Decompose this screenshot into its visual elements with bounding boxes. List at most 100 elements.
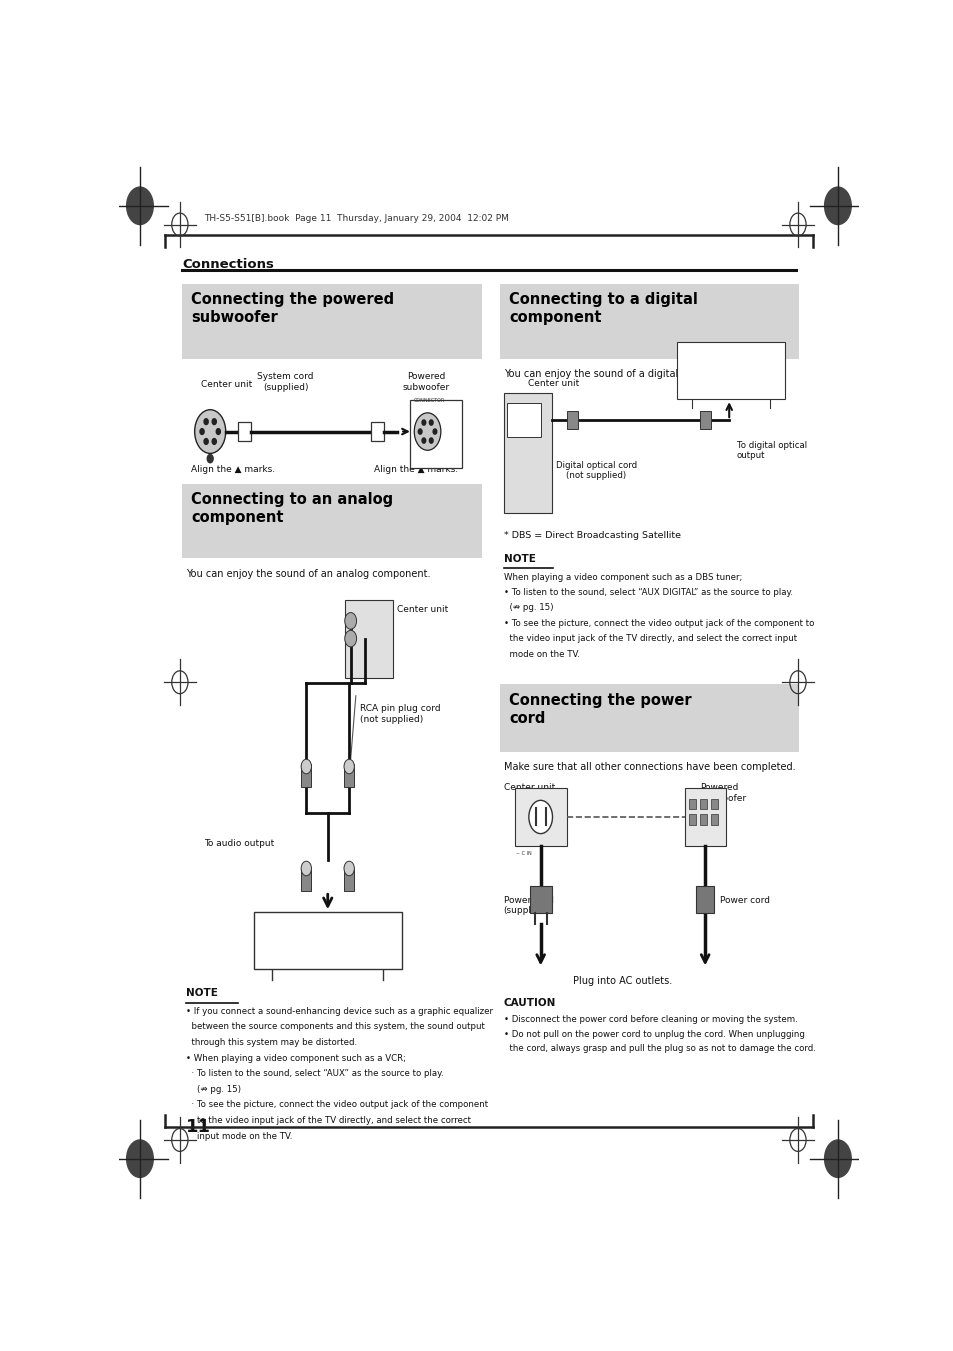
- Text: DIGITAL
IN: DIGITAL IN: [505, 450, 522, 459]
- Text: CONNECTOR: CONNECTOR: [413, 399, 444, 403]
- Text: You can enjoy the sound of a digital component.: You can enjoy the sound of a digital com…: [503, 369, 739, 380]
- Circle shape: [301, 861, 311, 875]
- Circle shape: [429, 438, 433, 443]
- Text: System cord
(supplied): System cord (supplied): [257, 373, 314, 392]
- Bar: [499, 284, 799, 359]
- Text: mode on the TV.: mode on the TV.: [503, 650, 579, 659]
- Bar: [237, 422, 251, 440]
- Text: When playing a video component such as a DBS tuner;: When playing a video component such as a…: [503, 573, 741, 582]
- Text: • If you connect a sound-enhancing device such as a graphic equalizer: • If you connect a sound-enhancing devic…: [186, 1006, 493, 1016]
- Text: CAUTION: CAUTION: [503, 998, 556, 1008]
- Text: Powered
subwoofer: Powered subwoofer: [699, 784, 746, 802]
- Circle shape: [414, 413, 440, 450]
- Text: to the video input jack of the TV directly, and select the correct: to the video input jack of the TV direct…: [186, 1116, 470, 1125]
- Text: NOTE: NOTE: [503, 554, 535, 565]
- Text: To digital optical
output: To digital optical output: [736, 440, 806, 461]
- Circle shape: [127, 186, 153, 224]
- Text: Make sure that all other connections have been completed.: Make sure that all other connections hav…: [503, 762, 795, 773]
- Bar: [566, 411, 578, 430]
- Bar: [503, 393, 551, 512]
- Text: · To see the picture, connect the video output jack of the component: · To see the picture, connect the video …: [186, 1101, 487, 1109]
- Text: the cord, always grasp and pull the plug so as not to damage the cord.: the cord, always grasp and pull the plug…: [503, 1044, 815, 1054]
- Bar: [710, 798, 718, 809]
- Text: LEFT: LEFT: [357, 611, 369, 616]
- Bar: [301, 765, 311, 788]
- Text: NOTE: NOTE: [186, 988, 217, 998]
- Bar: [182, 484, 481, 558]
- Bar: [370, 422, 383, 440]
- Text: • Disconnect the power cord before cleaning or moving the system.: • Disconnect the power cord before clean…: [503, 1015, 797, 1024]
- Text: TH-S5-S51[B].book  Page 11  Thursday, January 29, 2004  12:02 PM: TH-S5-S51[B].book Page 11 Thursday, Janu…: [204, 213, 509, 223]
- Bar: [696, 886, 713, 913]
- Bar: [499, 685, 799, 753]
- Bar: [699, 798, 706, 809]
- Circle shape: [212, 439, 216, 444]
- Text: Connections: Connections: [182, 258, 274, 270]
- Text: 11: 11: [186, 1119, 211, 1136]
- Text: Connecting to a digital
component: Connecting to a digital component: [508, 292, 697, 326]
- Circle shape: [421, 438, 425, 443]
- Text: OPTICAL: OPTICAL: [505, 401, 523, 405]
- Bar: [344, 600, 393, 678]
- Circle shape: [204, 439, 208, 444]
- Text: Center unit: Center unit: [200, 380, 252, 389]
- Circle shape: [127, 1140, 153, 1178]
- Text: Center unit: Center unit: [527, 378, 578, 388]
- Text: To audio output: To audio output: [204, 839, 274, 848]
- Circle shape: [194, 409, 226, 454]
- Text: Power cord: Power cord: [720, 896, 769, 905]
- Bar: [515, 789, 566, 846]
- Text: Powered
subwoofer: Powered subwoofer: [402, 373, 449, 392]
- Bar: [677, 342, 783, 400]
- Circle shape: [417, 430, 421, 434]
- Text: · To listen to the sound, select “AUX” as the source to play.: · To listen to the sound, select “AUX” a…: [186, 1069, 443, 1078]
- Text: • When playing a video component such as a VCR;: • When playing a video component such as…: [186, 1054, 405, 1063]
- Circle shape: [204, 419, 208, 424]
- Text: Plug into AC outlets.: Plug into AC outlets.: [573, 975, 672, 986]
- Text: through this system may be distorted.: through this system may be distorted.: [186, 1038, 356, 1047]
- Bar: [684, 789, 724, 846]
- Text: Connecting to an analog
component: Connecting to an analog component: [191, 492, 393, 526]
- Circle shape: [421, 420, 425, 426]
- Bar: [410, 400, 461, 467]
- Text: Center unit: Center unit: [396, 605, 447, 615]
- Text: RIGHT: RIGHT: [357, 626, 373, 631]
- Bar: [507, 404, 540, 436]
- Text: • To see the picture, connect the video output jack of the component to: • To see the picture, connect the video …: [503, 619, 813, 628]
- Circle shape: [823, 186, 850, 224]
- Text: • To listen to the sound, select “AUX DIGITAL” as the source to play.: • To listen to the sound, select “AUX DI…: [503, 588, 792, 597]
- Text: * DBS = Direct Broadcasting Satellite: * DBS = Direct Broadcasting Satellite: [503, 531, 680, 540]
- Text: (⇏ pg. 15): (⇏ pg. 15): [503, 603, 553, 612]
- Circle shape: [207, 454, 213, 463]
- Bar: [253, 912, 401, 970]
- Bar: [688, 815, 696, 824]
- Circle shape: [344, 861, 354, 875]
- Bar: [529, 886, 551, 913]
- Text: Align the ▲ marks.: Align the ▲ marks.: [191, 465, 274, 474]
- Text: DBS* tuner
MD recorder: DBS* tuner MD recorder: [702, 361, 759, 381]
- Circle shape: [344, 630, 356, 647]
- Bar: [699, 815, 706, 824]
- Bar: [301, 869, 311, 892]
- Bar: [688, 798, 696, 809]
- Text: Align the ▲ marks.: Align the ▲ marks.: [374, 465, 458, 474]
- Text: You can enjoy the sound of an analog component.: You can enjoy the sound of an analog com…: [186, 569, 430, 578]
- Text: Center unit: Center unit: [503, 784, 555, 792]
- Text: AUX IN: AUX IN: [351, 650, 367, 655]
- Text: Digital optical cord
(not supplied): Digital optical cord (not supplied): [555, 461, 636, 480]
- Bar: [182, 284, 481, 359]
- Bar: [344, 869, 354, 892]
- Circle shape: [216, 428, 220, 435]
- Circle shape: [823, 1140, 850, 1178]
- Circle shape: [433, 430, 436, 434]
- Text: RCA pin plug cord
(not supplied): RCA pin plug cord (not supplied): [359, 704, 439, 724]
- Bar: [344, 765, 354, 788]
- Text: VCR
TV
Cassette recorder: VCR TV Cassette recorder: [284, 923, 371, 959]
- Circle shape: [301, 759, 311, 774]
- Circle shape: [344, 759, 354, 774]
- Text: input mode on the TV.: input mode on the TV.: [186, 1132, 292, 1140]
- Bar: [710, 815, 718, 824]
- Circle shape: [212, 419, 216, 424]
- Circle shape: [344, 612, 356, 630]
- Text: the video input jack of the TV directly, and select the correct input: the video input jack of the TV directly,…: [503, 635, 796, 643]
